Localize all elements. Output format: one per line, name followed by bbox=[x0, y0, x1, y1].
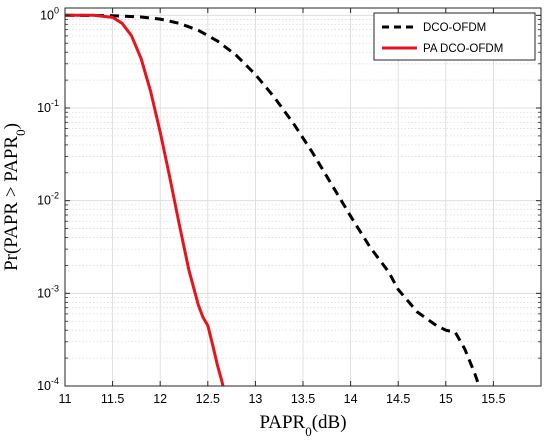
y-tick-label: 10-4 bbox=[37, 376, 59, 393]
y-tick-label: 10-1 bbox=[37, 98, 59, 115]
y-tick-label-base: 10 bbox=[37, 379, 51, 393]
x-axis-label: PAPR0(dB) bbox=[259, 412, 346, 437]
series-line-dco-ofdm bbox=[64, 13, 481, 387]
series-line-pa-dco-ofdm bbox=[65, 13, 225, 387]
y-axis-label: Pr(PAPR > PAPR0) bbox=[1, 123, 28, 271]
y-tick-label-base: 10 bbox=[37, 101, 51, 115]
grid-layer bbox=[65, 8, 541, 386]
x-axis-label-main: PAPR bbox=[259, 412, 305, 433]
y-tick-label: 10-2 bbox=[37, 191, 59, 208]
x-tick-label: 14 bbox=[344, 392, 358, 406]
legend-label-dco-ofdm: DCO-OFDM bbox=[423, 22, 486, 34]
x-tick-label: 13.5 bbox=[291, 392, 315, 406]
x-tick-label: 12 bbox=[153, 392, 167, 406]
x-tick-label: 11.5 bbox=[101, 392, 124, 406]
y-axis-label-post: ) bbox=[1, 123, 22, 129]
y-tick-label: 100 bbox=[40, 5, 59, 22]
y-tick-label-exponent: -1 bbox=[51, 98, 59, 108]
y-axis-label-pre: Pr(PAPR > PAPR bbox=[1, 136, 22, 271]
x-tick-label: 13 bbox=[248, 392, 262, 406]
x-tick-label: 15.5 bbox=[481, 392, 505, 406]
y-tick-label-exponent: -2 bbox=[51, 191, 59, 201]
x-axis-label-sub: 0 bbox=[305, 424, 312, 438]
legend: DCO-OFDM PA DCO-OFDM bbox=[373, 12, 536, 61]
y-tick-label-base: 10 bbox=[37, 194, 51, 208]
y-tick-label-base: 10 bbox=[37, 286, 51, 300]
y-tick-label-base: 10 bbox=[40, 8, 54, 22]
tick-layer: 11 11.5 12 12.5 13 13.5 14 14.5 15 15.510-410-310… bbox=[37, 5, 541, 406]
series-layer bbox=[64, 13, 481, 387]
x-tick-label: 11 bbox=[59, 392, 72, 406]
y-tick-label: 10-3 bbox=[37, 283, 59, 300]
x-tick-label: 15 bbox=[439, 392, 453, 406]
y-tick-label-exponent: -3 bbox=[51, 283, 59, 293]
y-tick-label-exponent: -4 bbox=[51, 376, 59, 386]
x-tick-label: 14.5 bbox=[386, 392, 410, 406]
y-tick-label-exponent: 0 bbox=[54, 5, 59, 15]
legend-box bbox=[373, 12, 536, 61]
x-axis-label-tail: (dB) bbox=[312, 412, 347, 433]
y-axis-label-sub: 0 bbox=[13, 129, 28, 136]
x-tick-label: 12.5 bbox=[196, 392, 220, 406]
legend-label-pa-dco-ofdm: PA DCO-OFDM bbox=[423, 43, 503, 55]
